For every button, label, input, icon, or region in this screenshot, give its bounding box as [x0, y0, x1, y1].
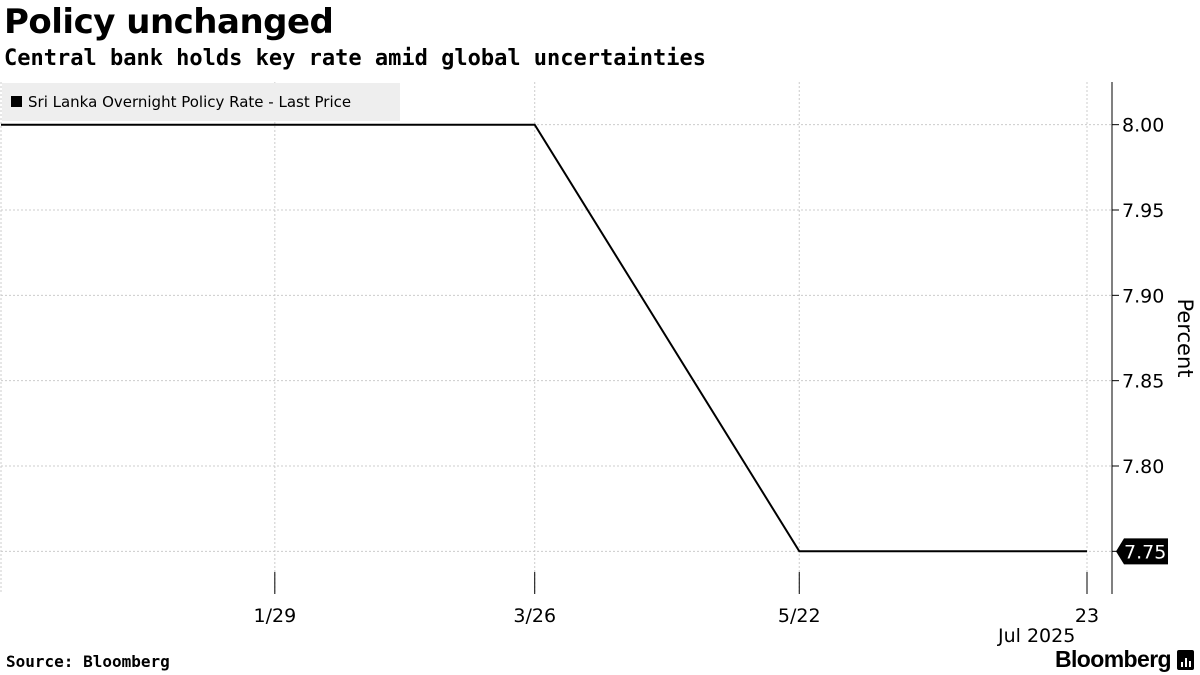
y-tick-label: 7.95 — [1122, 200, 1164, 222]
y-tick-label: 7.85 — [1122, 371, 1164, 393]
legend-box — [2, 83, 400, 121]
legend-label: Sri Lanka Overnight Policy Rate - Last P… — [28, 93, 351, 111]
x-secondary-label: Jul 2025 — [997, 625, 1075, 647]
last-value-badge — [1116, 538, 1168, 565]
labels: 7.75 — [1116, 538, 1168, 565]
x-tick-label: 3/26 — [513, 605, 556, 627]
bloomberg-chart-icon — [1177, 649, 1194, 670]
x-tick-label: 5/22 — [778, 605, 821, 627]
y-tick-label: 7.80 — [1122, 456, 1164, 478]
chart-subtitle: Central bank holds key rate amid global … — [4, 46, 706, 71]
chart-title: Policy unchanged — [4, 2, 334, 42]
x-tick-label: 23 — [1075, 605, 1099, 627]
bloomberg-logo: Bloomberg — [1055, 646, 1194, 673]
series-line — [1, 123, 1087, 553]
y-tick-label: 7.90 — [1122, 285, 1164, 307]
last-value-label: 7.75 — [1124, 541, 1166, 563]
y-tick-label: 8.00 — [1122, 115, 1164, 137]
y-axis-title: Percent — [1173, 298, 1197, 377]
x-tick-label: 1/29 — [253, 605, 296, 627]
series-layer — [1, 123, 1087, 553]
source-note: Source: Bloomberg — [6, 652, 170, 671]
brand-name: Bloomberg — [1055, 646, 1172, 672]
legend: Sri Lanka Overnight Policy Rate - Last P… — [2, 83, 400, 121]
legend-swatch — [11, 96, 22, 107]
